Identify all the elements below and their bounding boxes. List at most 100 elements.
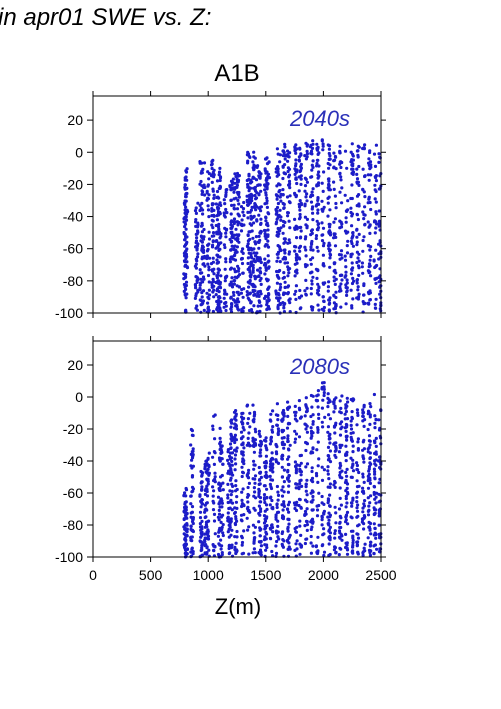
data-point — [211, 543, 215, 547]
data-point — [271, 462, 275, 467]
data-point — [247, 525, 251, 529]
data-point — [252, 257, 256, 261]
data-point — [218, 166, 222, 170]
data-point — [327, 308, 331, 312]
data-point — [368, 264, 372, 268]
data-point — [294, 158, 298, 162]
data-point — [299, 506, 303, 510]
data-point — [218, 282, 222, 286]
data-point — [311, 544, 315, 548]
data-point — [206, 537, 211, 541]
data-point — [280, 457, 284, 461]
data-point — [194, 218, 198, 222]
data-point — [298, 199, 302, 203]
y-tick-label: 20 — [67, 357, 83, 373]
data-point — [355, 167, 359, 171]
data-point — [282, 202, 286, 206]
data-point — [372, 259, 376, 263]
data-point — [224, 194, 228, 198]
data-point — [199, 535, 203, 539]
data-point — [373, 526, 377, 531]
data-point — [303, 215, 307, 219]
data-point — [326, 161, 330, 166]
data-point — [298, 215, 302, 219]
data-point — [232, 190, 236, 194]
data-point — [311, 508, 315, 512]
data-point — [327, 298, 331, 302]
data-point — [241, 425, 245, 430]
data-point — [241, 251, 245, 255]
data-point — [213, 437, 217, 441]
data-point — [315, 142, 319, 146]
data-point — [268, 442, 272, 446]
data-point — [344, 505, 348, 509]
panel-2080s-frame — [92, 340, 382, 558]
data-point — [316, 282, 320, 286]
data-point — [351, 498, 355, 502]
data-point — [322, 468, 326, 472]
data-point — [311, 446, 315, 450]
data-point — [285, 406, 290, 410]
data-point — [304, 248, 308, 252]
data-point — [258, 231, 262, 235]
data-point — [322, 393, 326, 398]
data-point — [252, 304, 256, 308]
data-point — [270, 506, 274, 510]
data-point — [293, 417, 297, 421]
data-point — [332, 294, 336, 298]
y-tick-label: -40 — [63, 453, 83, 469]
data-point — [281, 149, 285, 153]
data-point — [320, 420, 324, 424]
data-point — [264, 237, 268, 241]
data-point — [233, 448, 237, 452]
data-point — [287, 474, 291, 478]
data-point — [262, 521, 267, 525]
data-point — [232, 221, 236, 226]
data-point — [305, 406, 309, 410]
panel-2080s-points — [182, 381, 383, 559]
data-point — [213, 475, 217, 479]
data-point — [228, 260, 232, 264]
data-point — [201, 190, 205, 194]
data-point — [361, 419, 365, 423]
data-point — [193, 296, 197, 300]
data-point — [232, 206, 236, 210]
data-point — [377, 492, 381, 496]
data-point — [343, 480, 348, 485]
data-point — [305, 478, 309, 482]
data-point — [338, 422, 342, 426]
data-point — [363, 174, 367, 179]
data-point — [338, 226, 342, 230]
data-point — [254, 430, 258, 434]
data-point — [230, 244, 234, 248]
data-point — [201, 301, 205, 305]
data-point — [234, 409, 238, 413]
data-point — [199, 179, 203, 184]
data-point — [211, 427, 215, 431]
data-point — [283, 291, 287, 295]
data-point — [355, 243, 359, 247]
data-point — [240, 307, 244, 312]
data-point — [287, 500, 291, 504]
data-point — [239, 291, 243, 295]
data-point — [298, 208, 302, 212]
data-point — [240, 261, 245, 266]
data-point — [357, 252, 361, 256]
data-point — [275, 484, 279, 489]
data-point — [311, 187, 315, 191]
data-point — [264, 436, 268, 440]
data-point — [275, 510, 280, 515]
data-point — [190, 505, 195, 509]
data-point — [233, 535, 237, 539]
data-point — [338, 521, 342, 525]
data-point — [269, 439, 273, 443]
data-point — [356, 447, 360, 451]
data-point — [344, 444, 348, 448]
data-point — [217, 290, 221, 294]
data-point — [265, 545, 269, 550]
data-point — [259, 440, 263, 444]
data-point — [326, 196, 330, 200]
data-point — [372, 152, 377, 156]
data-point — [276, 432, 280, 437]
data-point — [205, 494, 210, 498]
